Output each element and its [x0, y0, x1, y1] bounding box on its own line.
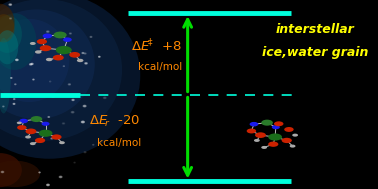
- Circle shape: [25, 136, 31, 139]
- Circle shape: [19, 119, 28, 123]
- Circle shape: [40, 45, 51, 51]
- Ellipse shape: [0, 14, 15, 43]
- Ellipse shape: [0, 4, 15, 42]
- Ellipse shape: [0, 38, 11, 113]
- Text: $\mathit{\Delta E}^{\!\mathit{\ddagger}}$  +8: $\mathit{\Delta E}^{\!\mathit{\ddagger}}…: [131, 38, 182, 55]
- Circle shape: [282, 138, 292, 143]
- Circle shape: [99, 56, 100, 57]
- Text: interstellar: interstellar: [276, 23, 355, 36]
- Circle shape: [29, 64, 32, 65]
- Circle shape: [84, 53, 86, 54]
- Circle shape: [261, 120, 273, 126]
- Circle shape: [4, 95, 5, 96]
- Circle shape: [52, 95, 54, 97]
- Text: kcal/mol: kcal/mol: [138, 62, 183, 72]
- Circle shape: [84, 152, 86, 153]
- Circle shape: [72, 99, 74, 101]
- Circle shape: [2, 171, 4, 173]
- Circle shape: [77, 59, 84, 62]
- Circle shape: [272, 125, 280, 129]
- Circle shape: [62, 123, 65, 124]
- Circle shape: [31, 116, 42, 122]
- Circle shape: [90, 36, 92, 37]
- Circle shape: [290, 145, 296, 148]
- Ellipse shape: [0, 15, 22, 53]
- Circle shape: [69, 52, 80, 58]
- Circle shape: [15, 59, 18, 60]
- Circle shape: [10, 18, 11, 19]
- Circle shape: [261, 146, 267, 149]
- Circle shape: [70, 33, 71, 34]
- Ellipse shape: [0, 0, 122, 141]
- Circle shape: [254, 139, 260, 142]
- Circle shape: [31, 63, 33, 64]
- Circle shape: [249, 122, 258, 126]
- Ellipse shape: [0, 161, 40, 187]
- Circle shape: [59, 141, 65, 144]
- Ellipse shape: [0, 19, 69, 102]
- Circle shape: [53, 55, 64, 60]
- Circle shape: [83, 105, 86, 107]
- Circle shape: [47, 184, 49, 186]
- Ellipse shape: [0, 153, 22, 187]
- Circle shape: [74, 162, 75, 163]
- Text: $\mathit{\Delta E}_{\!r}$  -20: $\mathit{\Delta E}_{\!r}$ -20: [89, 114, 141, 129]
- Circle shape: [46, 31, 49, 32]
- Circle shape: [35, 50, 42, 54]
- Circle shape: [255, 132, 266, 138]
- Circle shape: [3, 106, 4, 107]
- Circle shape: [17, 122, 22, 124]
- Circle shape: [35, 138, 45, 143]
- Circle shape: [268, 142, 278, 147]
- Circle shape: [274, 121, 284, 126]
- Ellipse shape: [0, 0, 140, 159]
- Circle shape: [39, 172, 40, 173]
- Circle shape: [104, 97, 106, 98]
- Circle shape: [33, 79, 34, 80]
- Circle shape: [30, 142, 36, 145]
- Circle shape: [50, 81, 51, 82]
- Circle shape: [71, 112, 74, 113]
- Circle shape: [9, 4, 11, 5]
- Circle shape: [268, 133, 282, 141]
- Circle shape: [292, 134, 298, 137]
- Circle shape: [39, 130, 53, 137]
- Circle shape: [25, 129, 36, 134]
- Ellipse shape: [0, 9, 95, 119]
- Circle shape: [17, 125, 26, 130]
- Circle shape: [51, 134, 62, 140]
- Circle shape: [54, 32, 67, 38]
- Circle shape: [68, 84, 70, 85]
- Circle shape: [85, 63, 87, 64]
- Circle shape: [46, 58, 53, 61]
- Text: ice,water grain: ice,water grain: [262, 46, 368, 59]
- Circle shape: [81, 121, 84, 123]
- Ellipse shape: [0, 13, 36, 70]
- Circle shape: [43, 33, 52, 38]
- Circle shape: [30, 42, 36, 45]
- Text: kcal/mol: kcal/mol: [96, 138, 141, 148]
- Circle shape: [63, 37, 72, 42]
- Circle shape: [247, 129, 256, 133]
- Circle shape: [284, 127, 294, 132]
- Circle shape: [37, 39, 47, 44]
- Ellipse shape: [0, 30, 18, 64]
- Circle shape: [42, 122, 50, 126]
- Circle shape: [56, 46, 72, 54]
- Circle shape: [59, 176, 62, 178]
- Circle shape: [51, 138, 53, 139]
